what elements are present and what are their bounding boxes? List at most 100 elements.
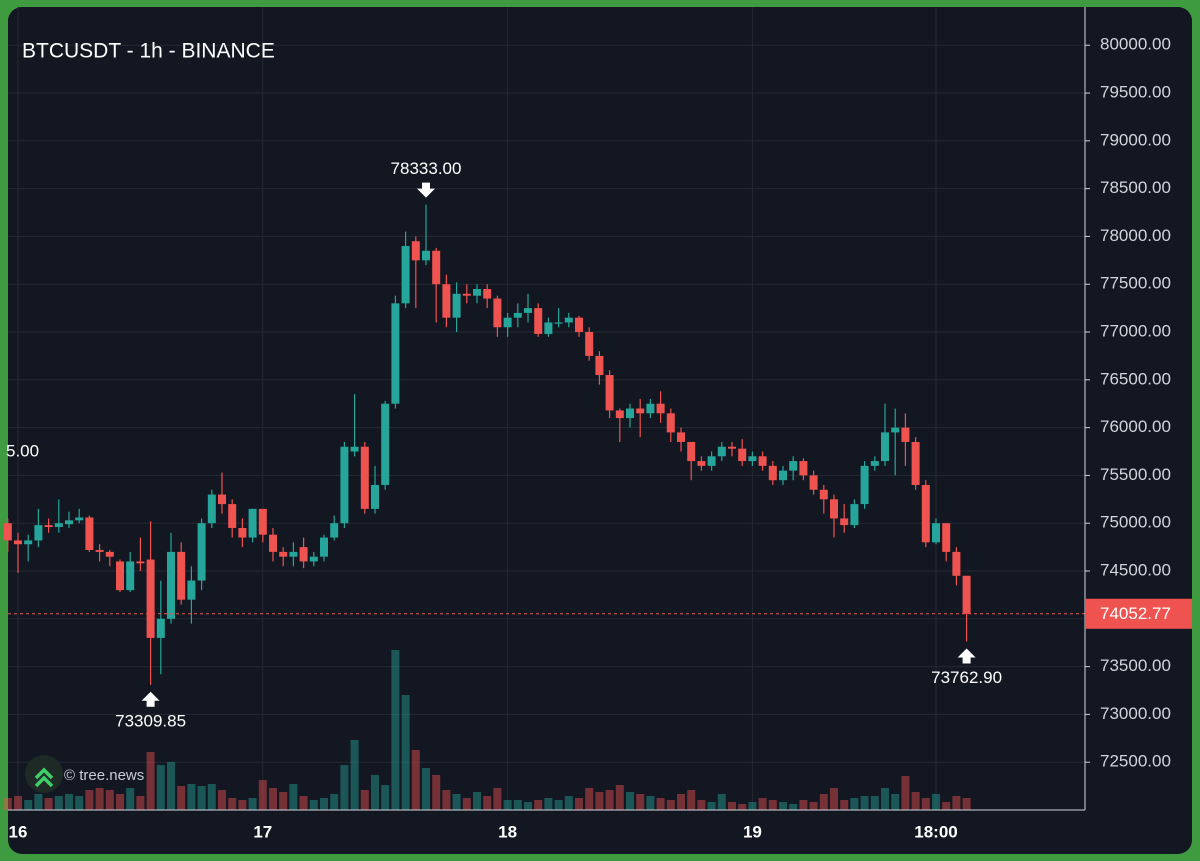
annotation-label: 73309.85 xyxy=(115,711,186,730)
volume-bar xyxy=(371,775,379,810)
candle-body xyxy=(962,575,971,614)
candle-body xyxy=(840,518,849,526)
candle-body xyxy=(248,508,257,538)
volume-bar xyxy=(187,784,196,810)
candle-body xyxy=(299,547,308,562)
volume-bar xyxy=(605,790,614,810)
candle-body xyxy=(830,499,838,519)
volume-bar xyxy=(54,796,63,810)
volume-bar xyxy=(228,798,237,810)
volume-bar xyxy=(534,800,543,810)
volume-bar xyxy=(177,786,186,810)
volume-bar xyxy=(14,796,22,810)
candle-body xyxy=(360,446,369,509)
volume-bar xyxy=(544,798,553,810)
volume-bar xyxy=(952,796,961,810)
candle-body xyxy=(391,303,400,404)
candle-body xyxy=(258,508,267,535)
candle-body xyxy=(524,308,532,313)
candle-body xyxy=(156,618,165,638)
y-tick-label: 78000.00 xyxy=(1100,226,1171,245)
candle-body xyxy=(503,317,512,328)
volume-bar xyxy=(146,752,155,810)
volume-bar xyxy=(870,796,879,810)
candle-body xyxy=(75,517,84,521)
volume-bar xyxy=(656,798,665,810)
candle-body xyxy=(473,289,481,296)
candle-body xyxy=(452,293,461,318)
candle-body xyxy=(228,504,237,528)
annotation-arrow xyxy=(417,182,435,198)
candle-body xyxy=(850,504,859,526)
candle-body xyxy=(666,413,675,433)
candle-body xyxy=(330,523,339,538)
volume-bar xyxy=(524,802,532,810)
volume-bar xyxy=(717,794,726,810)
volume-bar xyxy=(911,792,920,810)
volume-bar xyxy=(248,798,257,810)
annotation-label: 78333.00 xyxy=(391,159,462,178)
candle-body xyxy=(585,332,594,356)
volume-bar xyxy=(126,788,135,810)
volume-bar xyxy=(95,788,104,810)
candle-body xyxy=(615,410,624,419)
annotation-label: 73762.90 xyxy=(931,668,1002,687)
candle-body xyxy=(717,446,726,457)
y-tick-label: 80000.00 xyxy=(1100,35,1171,54)
candle-body xyxy=(269,534,277,552)
candle-body xyxy=(687,441,696,462)
candle-body xyxy=(340,446,349,524)
volume-bar xyxy=(799,800,808,810)
y-tick-label: 76500.00 xyxy=(1100,369,1171,388)
y-tick-label: 76000.00 xyxy=(1100,417,1171,436)
candle-body xyxy=(105,551,114,557)
candle-body xyxy=(728,446,736,449)
y-tick-label: 75500.00 xyxy=(1100,465,1171,484)
candle-body xyxy=(677,432,685,442)
candle-body xyxy=(3,523,12,541)
candle-body xyxy=(870,461,879,466)
volume-bar xyxy=(360,790,369,810)
volume-bar xyxy=(442,790,451,810)
candle-body xyxy=(309,556,318,562)
candle-body xyxy=(320,537,328,557)
volume-bar xyxy=(636,794,645,810)
candle-body xyxy=(54,523,63,528)
volume-bar xyxy=(575,798,583,810)
volume-bar xyxy=(646,796,655,810)
y-tick-label: 79000.00 xyxy=(1100,130,1171,149)
volume-bar xyxy=(962,798,971,810)
volume-bar xyxy=(105,790,114,810)
candle-body xyxy=(860,465,869,505)
candle-body xyxy=(381,403,390,485)
y-tick-label: 75000.00 xyxy=(1100,513,1171,532)
volume-bar xyxy=(819,794,828,810)
candle-body xyxy=(534,308,543,334)
candle-body xyxy=(411,241,420,261)
volume-bar xyxy=(493,788,502,810)
volume-bar xyxy=(666,800,675,810)
edge-label: 5.00 xyxy=(6,441,39,460)
volume-bar xyxy=(167,762,175,810)
candle-body xyxy=(738,448,747,462)
candle-body xyxy=(554,322,563,324)
candle-body xyxy=(24,540,33,545)
y-tick-label: 73500.00 xyxy=(1100,656,1171,675)
candle-body xyxy=(768,465,777,481)
volume-bar xyxy=(932,794,940,810)
volume-bar xyxy=(258,780,267,810)
x-tick-label: 17 xyxy=(253,822,272,841)
candle-body xyxy=(952,551,961,576)
logo-circle xyxy=(25,755,63,793)
volume-bar xyxy=(411,750,420,810)
volume-bar xyxy=(289,784,298,810)
volume-bar xyxy=(85,790,94,810)
y-tick-label: 78500.00 xyxy=(1100,178,1171,197)
volume-bar xyxy=(595,792,604,810)
candle-body xyxy=(44,525,53,528)
volume-bar xyxy=(830,788,838,810)
volume-bar xyxy=(34,794,43,810)
candle-body xyxy=(279,551,288,557)
volume-bar xyxy=(789,804,798,810)
